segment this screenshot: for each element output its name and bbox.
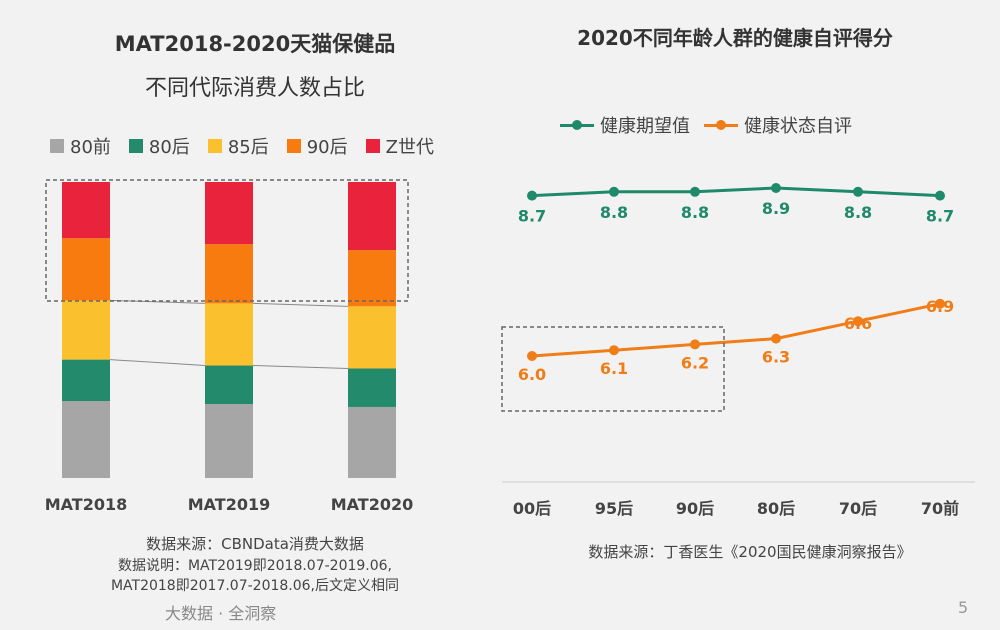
- bar-segment-mat2020-5: [348, 182, 396, 251]
- legend-item-post80: 80后: [128, 133, 190, 159]
- series-point: [935, 190, 945, 201]
- data-label: 8.9: [762, 199, 790, 218]
- series-point: [527, 351, 537, 361]
- highlight-box-left: [45, 179, 409, 302]
- x-tick-label: 00后: [513, 499, 551, 518]
- series-point: [609, 345, 619, 356]
- series-point: [935, 298, 945, 309]
- left-chart-title: MAT2018-2020天猫保健品: [114, 32, 396, 56]
- legend-swatch: [207, 139, 222, 153]
- x-tick-label: 80后: [757, 499, 795, 518]
- series-point: [853, 316, 863, 327]
- legend-label: Z世代: [385, 137, 434, 158]
- legend-item-self-rated: 健康状态自评: [704, 112, 852, 138]
- right-chart-title: 2020不同年龄人群的健康自评得分: [577, 26, 893, 50]
- right-legend: 健康期望值 健康状态自评: [560, 112, 866, 138]
- series-point: [690, 186, 700, 197]
- data-label: 8.8: [681, 203, 709, 222]
- bar-segment-mat2019-1: [205, 404, 253, 478]
- left-chart-subtitle: 不同代际消费人数占比: [144, 76, 365, 101]
- legend-swatch: [50, 139, 64, 153]
- data-label: 6.2: [681, 353, 709, 372]
- data-label: 6.6: [844, 314, 872, 333]
- page-number: 5: [958, 598, 969, 617]
- bar-segment-mat2018-4: [62, 238, 110, 301]
- left-legend: 80前 80后 85后 90后 Z世代: [50, 133, 452, 159]
- data-label: 8.8: [844, 203, 872, 222]
- legend-label: 健康期望值: [600, 116, 690, 137]
- bar-segment-mat2019-2: [205, 365, 253, 404]
- right-source-note: 数据来源：丁香医生《2020国民健康洞察报告》: [588, 543, 912, 561]
- bar-segment-mat2019-5: [205, 182, 253, 245]
- legend-line-swatch: [560, 118, 594, 132]
- legend-swatch: [365, 139, 380, 153]
- legend-label: 80后: [148, 137, 190, 158]
- legend-swatch: [286, 139, 301, 153]
- legend-line-swatch: [704, 118, 738, 132]
- x-tick-label: 90后: [676, 499, 714, 518]
- x-tick-label: 95后: [595, 499, 633, 518]
- bar-segment-mat2020-2: [348, 368, 396, 407]
- bar-connector-line: [252, 365, 349, 369]
- series-point: [609, 186, 619, 197]
- legend-item-genz: Z世代: [365, 133, 434, 159]
- data-label: 6.9: [926, 297, 954, 316]
- bar-segment-mat2020-3: [348, 306, 396, 369]
- data-label: 6.1: [600, 359, 628, 378]
- x-tick-label: 70后: [839, 499, 877, 518]
- legend-label: 85后: [227, 137, 269, 158]
- bar-segment-mat2019-4: [205, 244, 253, 304]
- series-point: [853, 186, 863, 197]
- left-data-note-line1: 数据说明：MAT2019即2018.07-2019.06,: [117, 558, 393, 574]
- bar-segment-mat2018-2: [62, 359, 110, 402]
- data-label: 8.8: [600, 203, 628, 222]
- series-point: [527, 190, 537, 201]
- data-label: 6.0: [518, 365, 546, 384]
- bar-segment-mat2018-3: [62, 300, 110, 360]
- bar-segment-mat2019-3: [205, 303, 253, 366]
- data-label: 8.7: [926, 207, 954, 226]
- left-source-note: 数据来源：CBNData消费大数据: [146, 535, 364, 553]
- x-tick-label: 70前: [921, 499, 959, 518]
- legend-item-post85: 85后: [207, 133, 269, 159]
- data-label: 8.7: [518, 207, 546, 226]
- series-point: [690, 339, 700, 350]
- legend-swatch: [128, 139, 143, 153]
- x-tick-label: MAT2019: [188, 495, 271, 514]
- bar-segment-mat2020-4: [348, 250, 396, 307]
- legend-item-post90: 90后: [286, 133, 348, 159]
- data-label: 6.3: [762, 348, 790, 367]
- legend-label: 80前: [70, 137, 111, 158]
- legend-item-pre80: 80前: [50, 133, 111, 159]
- bar-segment-mat2018-1: [62, 401, 110, 478]
- bar-connector-line: [252, 302, 349, 307]
- series-point: [771, 333, 781, 344]
- x-tick-label: MAT2020: [331, 495, 414, 514]
- footer-brand: 大数据 · 全洞察: [165, 604, 277, 623]
- x-tick-label: MAT2018: [45, 495, 128, 514]
- series-point: [771, 183, 781, 193]
- legend-label: 90后: [306, 137, 348, 158]
- bar-connector-line: [109, 359, 206, 367]
- legend-item-expected: 健康期望值: [560, 112, 690, 138]
- series-line-expected: [531, 186, 941, 198]
- series-line-self-rated: [531, 302, 941, 358]
- highlight-box-right: [501, 326, 725, 412]
- bar-segment-mat2020-1: [348, 406, 396, 478]
- bar-segment-mat2018-5: [62, 182, 110, 239]
- left-data-note-line2: MAT2018即2017.07-2018.06,后文定义相同: [110, 578, 400, 594]
- legend-label: 健康状态自评: [744, 116, 852, 137]
